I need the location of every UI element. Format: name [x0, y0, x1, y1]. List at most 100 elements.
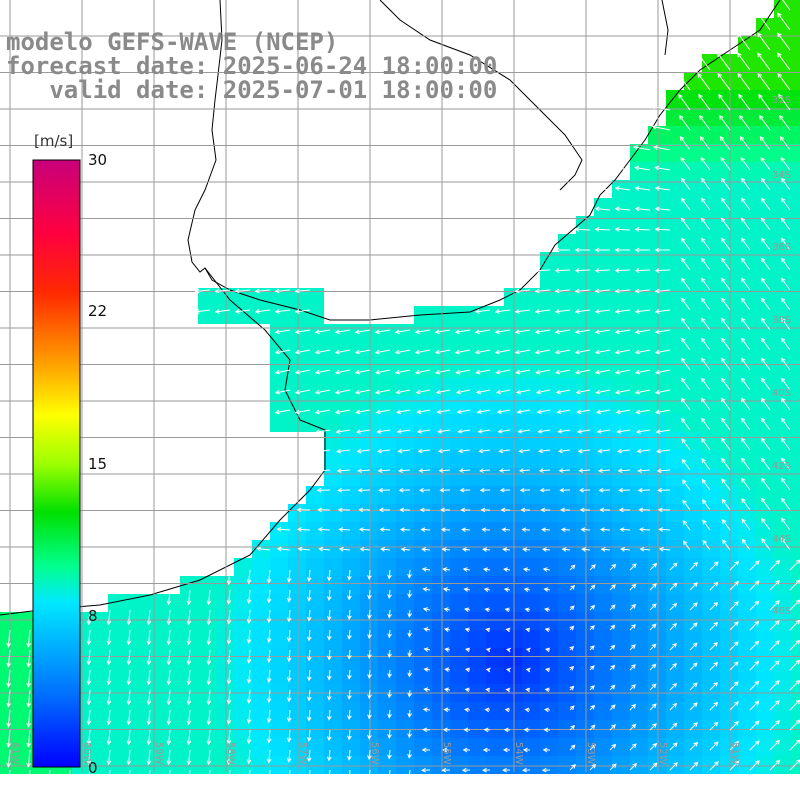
wind-speed-cell: [630, 756, 648, 774]
wind-arrow: [214, 288, 231, 294]
wind-speed-cell: [648, 198, 666, 216]
wind-speed-cell: [504, 756, 522, 774]
wind-arrow: [502, 767, 511, 773]
wind-arrow: [387, 709, 392, 719]
wind-arrow: [86, 649, 92, 666]
wind-speed-cell: [162, 738, 180, 756]
wind-arrow: [326, 769, 332, 782]
wind-speed-cell: [666, 450, 684, 468]
wind-speed-cell: [306, 666, 324, 684]
wind-arrow: [86, 709, 92, 726]
wind-speed-cell: [612, 522, 630, 540]
wind-arrow: [439, 487, 451, 493]
wind-arrow: [498, 448, 511, 454]
wind-arrow: [669, 663, 677, 671]
lon-label: 58W: [225, 742, 236, 765]
wind-arrow: [618, 487, 631, 493]
wind-arrow: [246, 709, 252, 724]
wind-speed-cell: [342, 576, 360, 594]
wind-arrow: [126, 749, 132, 766]
wind-arrow: [620, 547, 631, 552]
wind-arrow: [367, 729, 372, 740]
wind-arrow: [422, 727, 431, 733]
wind-speed-cell: [486, 486, 504, 504]
wind-speed-cell: [414, 378, 432, 396]
wind-speed-cell: [486, 522, 504, 540]
wind-arrow: [367, 709, 372, 720]
wind-speed-cell: [666, 162, 684, 180]
wind-speed-cell: [18, 630, 36, 648]
wind-arrow: [689, 761, 699, 771]
wind-speed-cell: [252, 738, 270, 756]
wind-speed-cell: [702, 414, 720, 432]
wind-speed-cell: [18, 612, 36, 630]
wind-arrow: [616, 429, 631, 434]
wind-arrow: [634, 186, 651, 191]
wind-arrow: [569, 584, 576, 591]
wind-arrow: [580, 527, 591, 533]
wind-arrow: [499, 487, 511, 493]
wind-arrow: [440, 507, 451, 513]
wind-arrow: [539, 487, 551, 493]
wind-speed-cell: [720, 486, 738, 504]
wind-arrow: [246, 769, 252, 785]
wind-arrow: [6, 689, 11, 708]
wind-arrow: [286, 649, 292, 663]
wind-speed-cell: [342, 612, 360, 630]
wind-arrow: [720, 257, 731, 271]
wind-arrow: [779, 135, 791, 151]
wind-arrow: [266, 589, 272, 604]
wind-arrow: [254, 309, 271, 314]
wind-speed-cell: [720, 54, 738, 72]
wind-arrow: [554, 329, 571, 335]
wind-arrow: [700, 297, 711, 311]
wind-speed-cell: [324, 468, 342, 486]
wind-arrow: [689, 741, 699, 751]
wind-arrow: [246, 589, 252, 605]
wind-arrow: [689, 582, 698, 591]
wind-speed-cell: [720, 342, 738, 360]
wind-arrow: [317, 527, 331, 532]
wind-arrow: [650, 104, 671, 111]
wind-speed-cell: [684, 324, 702, 342]
wind-speed-cell: [432, 378, 450, 396]
wind-arrow: [394, 369, 411, 375]
wind-speed-cell: [468, 414, 486, 432]
wind-speed-cell: [558, 504, 576, 522]
wind-arrow: [574, 369, 591, 375]
wind-arrow: [521, 527, 531, 533]
wind-speed-cell: [576, 558, 594, 576]
wind-speed-cell: [342, 558, 360, 576]
wind-arrow: [523, 727, 531, 733]
wind-speed-cell: [792, 504, 800, 522]
wind-arrow: [649, 623, 657, 631]
wind-arrow: [186, 669, 192, 686]
wind-arrow: [729, 621, 739, 631]
wind-arrow: [126, 649, 132, 666]
wind-arrow: [226, 769, 232, 786]
wind-speed-cell: [666, 540, 684, 558]
wind-speed-cell: [630, 360, 648, 378]
wind-speed-cell: [144, 612, 162, 630]
wind-speed-cell: [702, 468, 720, 486]
wind-arrow: [326, 729, 332, 742]
wind-speed-cell: [774, 18, 792, 36]
wind-speed-cell: [198, 702, 216, 720]
wind-speed-cell: [738, 144, 756, 162]
wind-speed-cell: [378, 558, 396, 576]
wind-arrow: [579, 487, 591, 493]
wind-speed-cell: [594, 450, 612, 468]
wind-arrow: [458, 448, 471, 454]
wind-arrow: [537, 429, 551, 434]
wind-arrow: [757, 32, 771, 51]
wind-speed-cell: [684, 522, 702, 540]
wind-arrow: [720, 417, 731, 431]
wind-speed-cell: [468, 432, 486, 450]
wind-speed-cell: [648, 666, 666, 684]
wind-arrow: [477, 428, 491, 434]
wind-arrow: [294, 369, 311, 375]
wind-arrow: [760, 317, 771, 331]
wind-arrow: [649, 723, 657, 731]
wind-arrow: [789, 759, 800, 771]
wind-arrow: [557, 448, 571, 454]
